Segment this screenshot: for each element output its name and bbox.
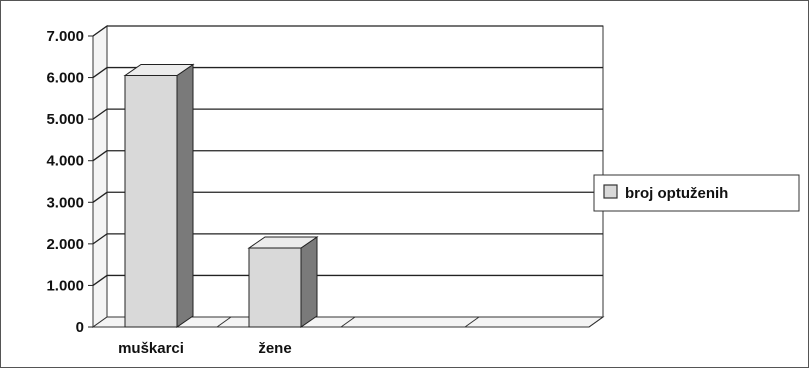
y-axis-ticks: 0 1.000 2.000 3.000 4.000 5.000 6.000 7.000 — [46, 28, 93, 336]
y-tick-label: 5.000 — [46, 111, 84, 128]
y-tick-label: 3.000 — [46, 194, 84, 211]
grid-line-depth — [92, 25, 108, 37]
y-tick-label: 4.000 — [46, 153, 84, 170]
bar-front — [124, 74, 178, 328]
grid-line-depth — [92, 191, 108, 203]
y-tick-label: 6.000 — [46, 70, 84, 87]
x-category-label: muškarci — [118, 340, 184, 357]
legend-label: broj optuženih — [625, 185, 728, 202]
grid-line-depth — [92, 233, 108, 245]
x-axis-categories: muškarci žene — [118, 340, 292, 357]
bar-side — [176, 63, 194, 328]
grid-line-depth — [92, 67, 108, 79]
bar-side — [300, 236, 318, 328]
legend-box — [593, 174, 800, 212]
y-tick-label: 2.000 — [46, 236, 84, 253]
grid-line-depth — [92, 108, 108, 120]
grid-line-depth — [92, 150, 108, 162]
bar — [247, 236, 319, 328]
category-separator — [216, 316, 232, 328]
y-tick-label: 1.000 — [46, 277, 84, 294]
bar-front — [248, 247, 302, 328]
category-separator — [340, 316, 356, 328]
legend: broj optuženih — [593, 174, 800, 212]
y-tick-label: 0 — [76, 319, 84, 336]
category-separator — [588, 316, 604, 328]
category-separator — [464, 316, 480, 328]
grid-line-depth — [92, 274, 108, 286]
x-category-label: žene — [258, 340, 291, 357]
side-wall — [92, 25, 108, 328]
bar — [123, 63, 195, 328]
legend-swatch — [603, 184, 618, 199]
y-tick-label: 7.000 — [46, 28, 84, 45]
bars — [123, 63, 319, 328]
